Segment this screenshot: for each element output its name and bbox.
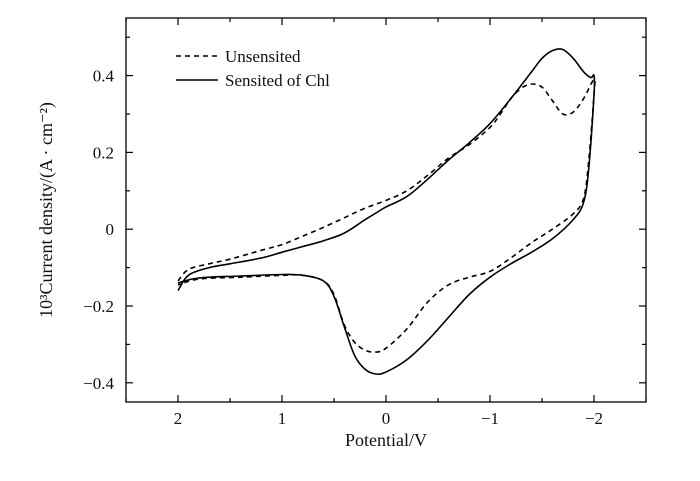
- x-tick-label: 0: [382, 409, 391, 428]
- series-line-sensited-of-chl: [177, 48, 596, 375]
- x-tick-label: 2: [174, 409, 183, 428]
- y-tick-label: 0.2: [93, 143, 114, 162]
- y-tick-label: −0.4: [83, 374, 114, 393]
- legend: Unsensited Sensited of Chl: [176, 47, 330, 90]
- x-axis-label: Potential/V: [345, 430, 427, 450]
- axis-tick-labels: 2 1 0 −1 −2 0.4 0.2 0 −0.2 −0.4: [83, 67, 603, 428]
- y-tick-label: −0.2: [83, 297, 114, 316]
- legend-label-unsensited: Unsensited: [225, 47, 301, 66]
- plot-frame: [125, 17, 647, 403]
- legend-label-sensited: Sensited of Chl: [225, 71, 330, 90]
- axis-ticks: [125, 18, 647, 402]
- x-tick-label: −2: [585, 409, 603, 428]
- series-layer: [177, 48, 596, 375]
- y-tick-label: 0: [106, 220, 115, 239]
- x-tick-label: 1: [278, 409, 287, 428]
- y-tick-label: 0.4: [93, 67, 115, 86]
- y-axis-label: 10³Current density/(A · cm⁻²): [36, 102, 57, 318]
- x-tick-label: −1: [481, 409, 499, 428]
- series-line-unsensited: [177, 78, 596, 353]
